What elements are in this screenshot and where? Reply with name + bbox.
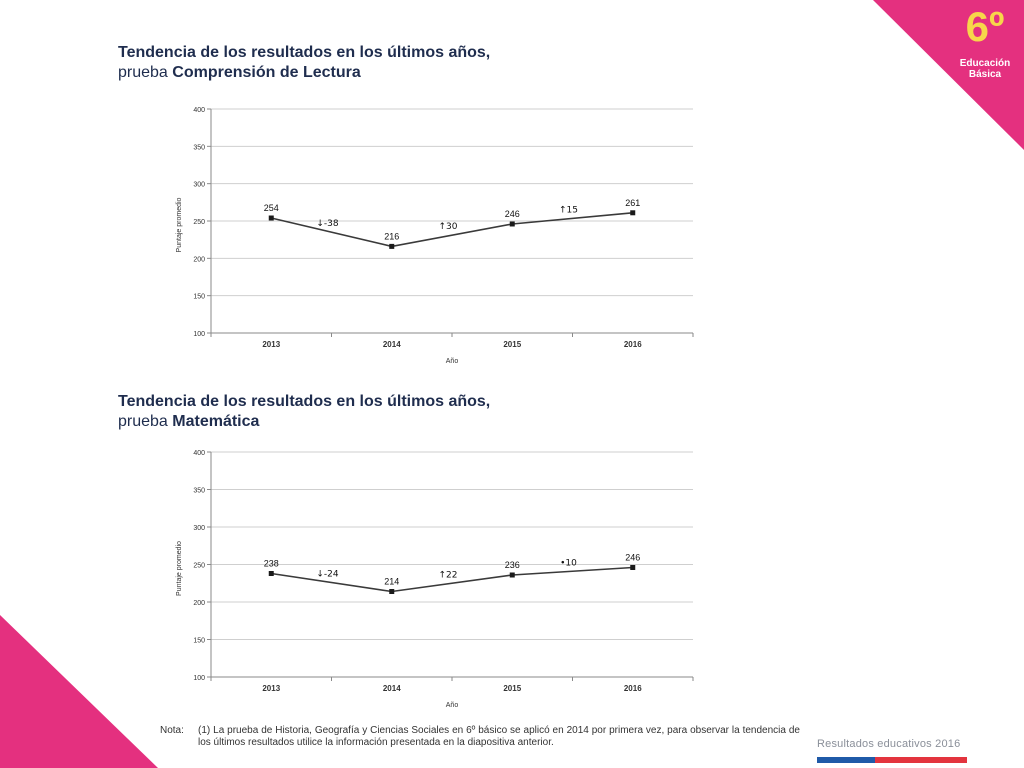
chart-title-prefix: prueba	[118, 64, 173, 81]
y-axis-title: Puntaje promedio	[176, 541, 183, 596]
data-point	[389, 243, 395, 249]
series-line	[271, 566, 633, 593]
change-label: ↓-24	[316, 570, 339, 580]
data-point	[509, 221, 515, 227]
change-label: ↓-38	[316, 219, 339, 229]
x-tick-label: 2014	[383, 340, 401, 349]
footnote-label: Nota:	[160, 725, 184, 736]
y-tick-label: 100	[193, 675, 205, 682]
chart-title-matematica: Tendencia de los resultados en los últim…	[118, 392, 490, 432]
change-label: ↑15	[559, 205, 578, 215]
data-label: 238	[264, 559, 279, 569]
x-tick-label: 2014	[383, 684, 401, 693]
y-tick-label: 350	[193, 144, 205, 151]
data-label: 216	[384, 231, 399, 241]
y-tick-label: 400	[193, 107, 205, 114]
change-label: ↑22	[439, 570, 458, 580]
x-axis-title: Año	[446, 358, 459, 365]
footer-flag-blue	[817, 757, 875, 763]
y-tick-label: 200	[193, 600, 205, 607]
x-tick-label: 2015	[503, 340, 521, 349]
chart-title-line2: prueba Matemática	[118, 412, 490, 432]
x-tick-label: 2016	[624, 340, 642, 349]
x-tick-label: 2013	[262, 340, 280, 349]
data-label: 236	[505, 560, 520, 570]
x-tick-label: 2016	[624, 684, 642, 693]
data-point	[630, 565, 636, 570]
change-label: ↑30	[439, 222, 458, 232]
x-tick-label: 2013	[262, 684, 280, 693]
data-label: 214	[384, 577, 399, 587]
data-point	[630, 210, 636, 216]
y-tick-label: 150	[193, 294, 205, 301]
grade-badge-line2: Básica	[968, 69, 1002, 80]
chart-title-prefix: prueba	[118, 413, 173, 430]
chart-title-line2: prueba Comprensión de Lectura	[118, 63, 490, 83]
data-point	[268, 215, 274, 221]
x-tick-label: 2015	[503, 684, 521, 693]
grade-badge-line1: Educación	[959, 58, 1011, 69]
chart-title-line1: Tendencia de los resultados en los últim…	[118, 44, 491, 61]
data-label: 246	[625, 553, 640, 563]
data-point	[389, 589, 395, 594]
y-tick-label: 200	[193, 256, 205, 263]
footnote-text: (1) La prueba de Historia, Geografía y C…	[198, 725, 800, 748]
y-tick-label: 100	[193, 331, 205, 338]
grade-badge-number: 6º	[965, 3, 1005, 50]
chart-title-lectura: Tendencia de los resultados en los últim…	[118, 43, 490, 83]
y-axis-title: Puntaje promedio	[176, 197, 183, 252]
chart-title-line1: Tendencia de los resultados en los últim…	[118, 393, 491, 410]
y-tick-label: 250	[193, 219, 205, 226]
y-tick-label: 350	[193, 488, 205, 495]
footer-brand-text: Resultados educativos 2016	[817, 738, 961, 750]
data-label: 261	[625, 198, 640, 208]
change-label: •10	[560, 558, 577, 568]
y-tick-label: 300	[193, 525, 205, 532]
series-line	[271, 211, 633, 248]
x-axis-title: Año	[446, 702, 459, 709]
chart-title-subject: Matemática	[172, 413, 260, 430]
data-point	[268, 571, 274, 576]
chart-title-subject: Comprensión de Lectura	[172, 64, 361, 81]
y-tick-label: 400	[193, 450, 205, 457]
data-label: 254	[264, 203, 279, 213]
y-tick-label: 250	[193, 563, 205, 570]
y-tick-label: 300	[193, 182, 205, 189]
footer-flag-red	[875, 757, 967, 763]
data-point	[509, 572, 515, 578]
data-label: 246	[505, 209, 520, 219]
y-tick-label: 150	[193, 638, 205, 645]
